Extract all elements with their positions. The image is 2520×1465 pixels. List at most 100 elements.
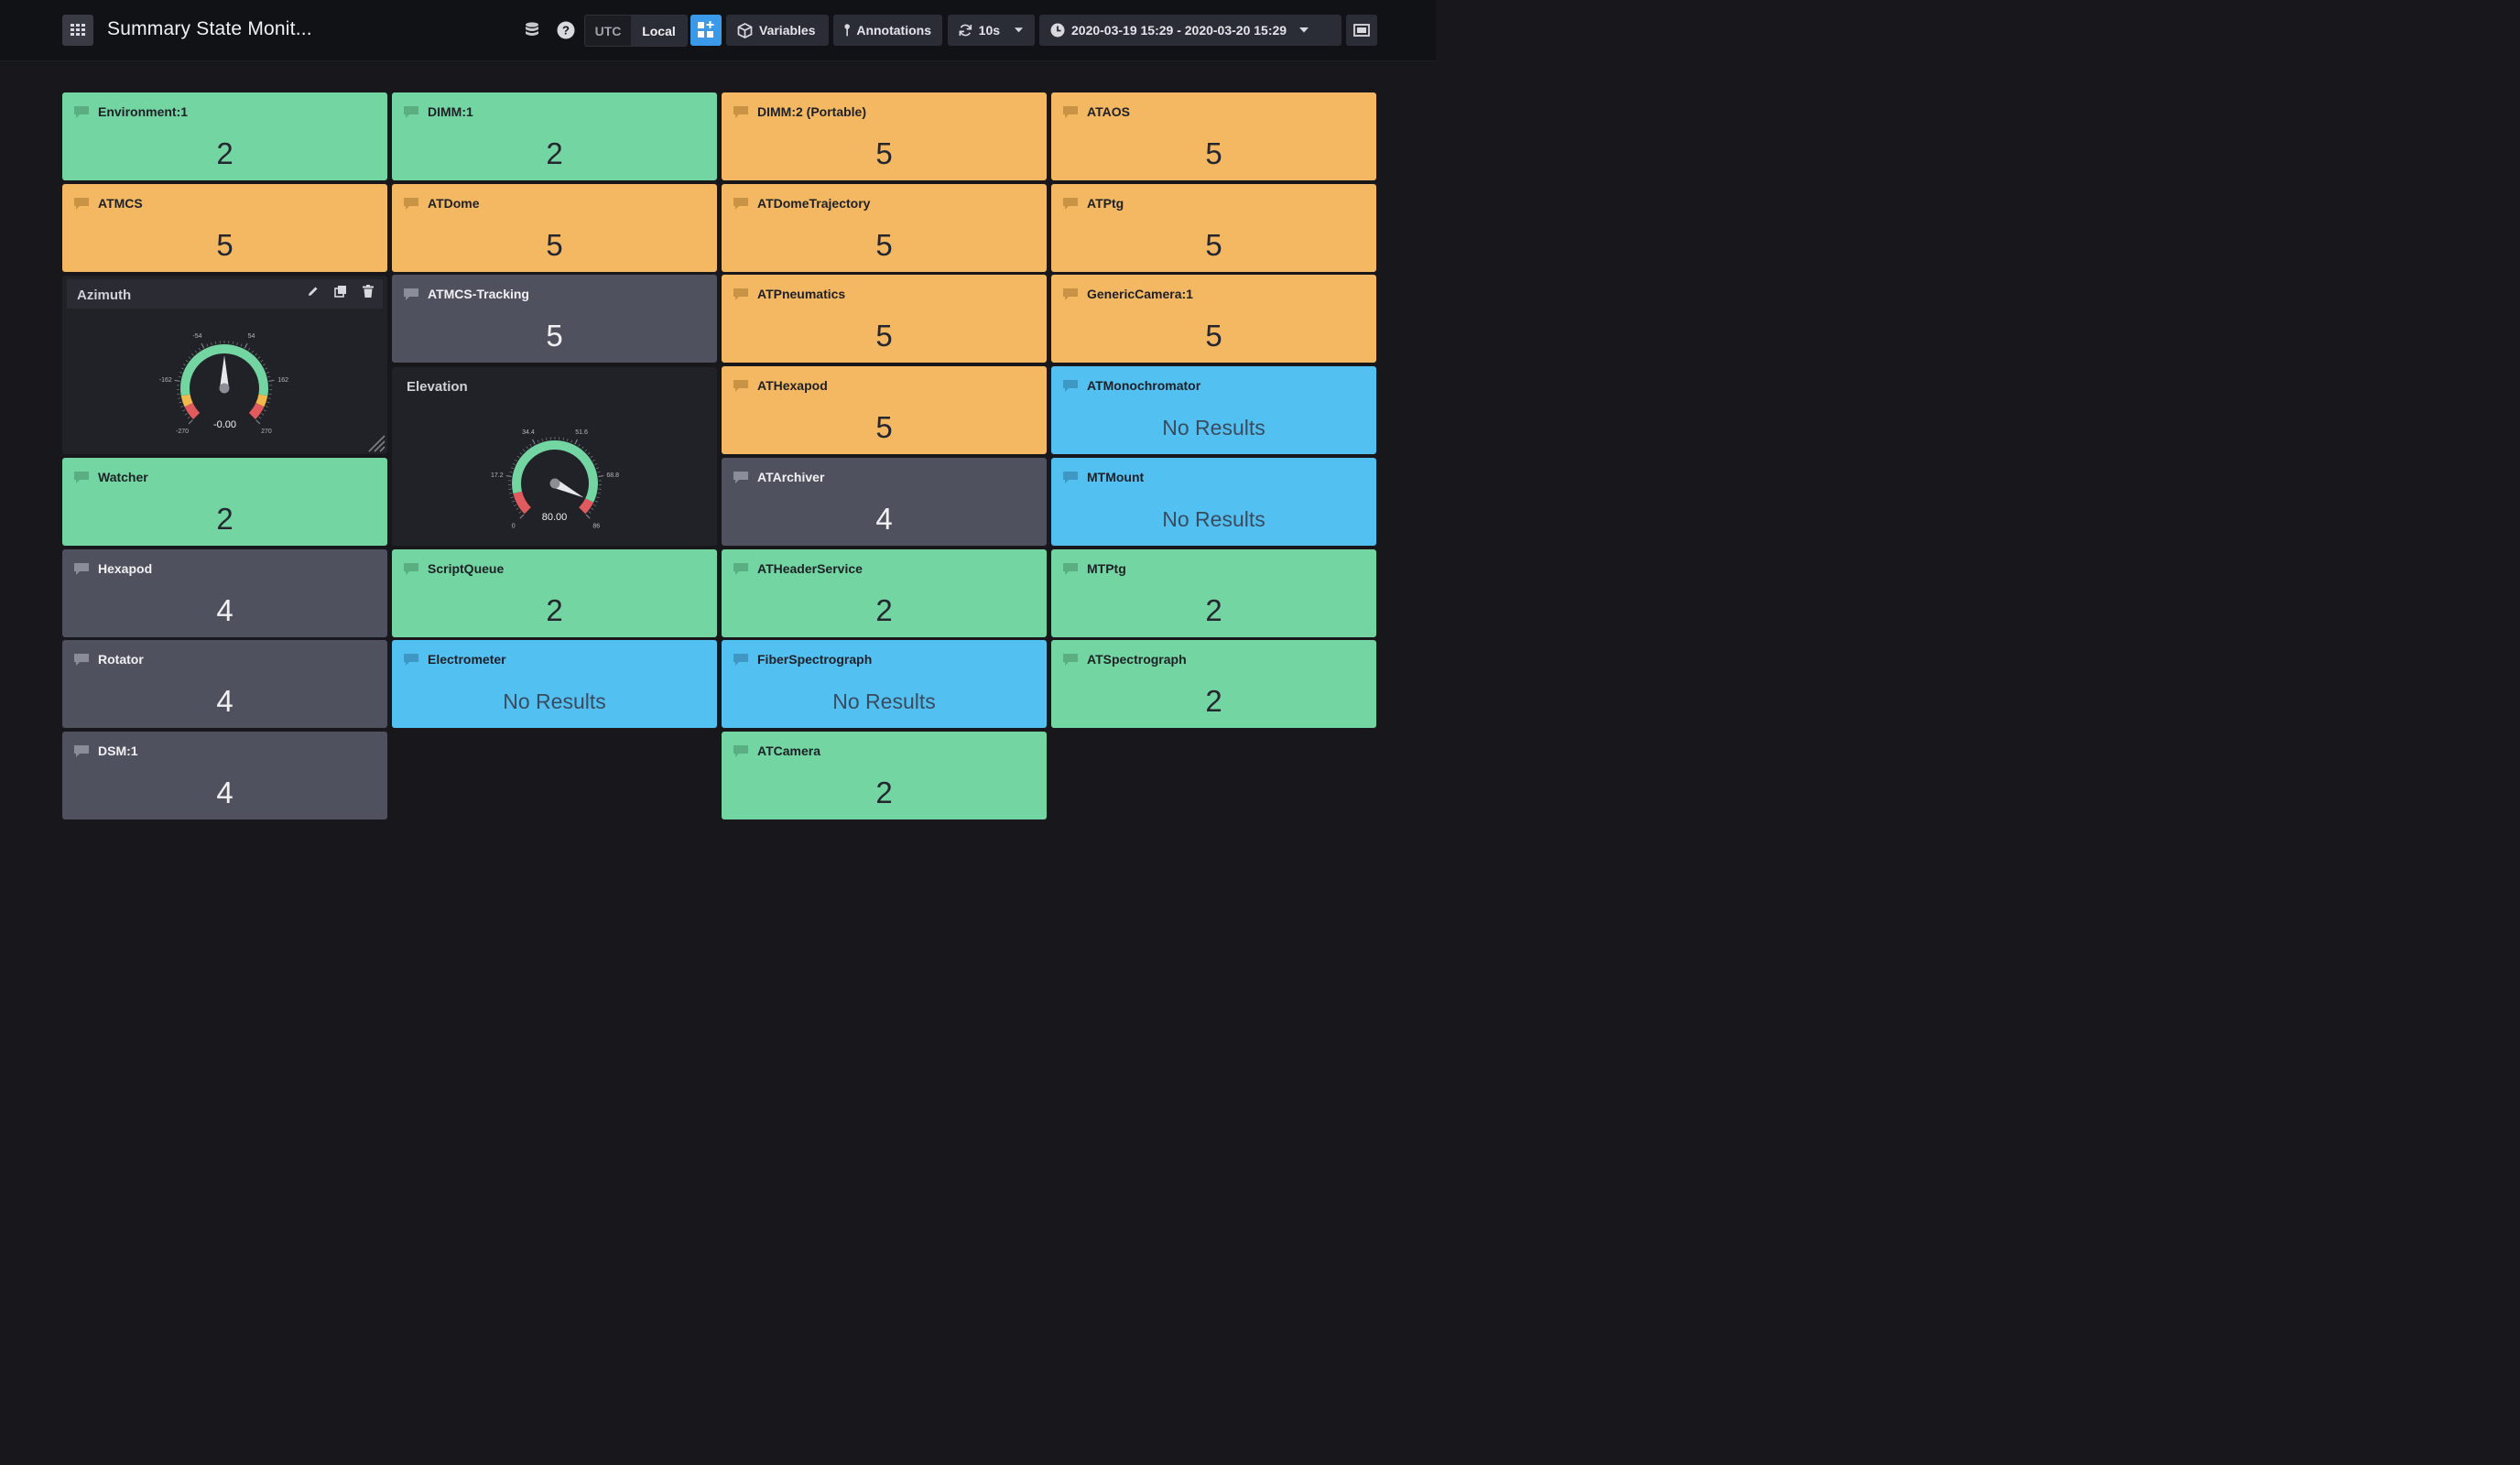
panel-info-icon[interactable] (733, 288, 748, 300)
stat-panel[interactable]: ATSpectrograph 2 (1051, 640, 1376, 728)
stat-panel[interactable]: ATHeaderService 2 (722, 549, 1047, 637)
grid-icon (71, 24, 85, 36)
gauge-tick-label: -270 (176, 429, 189, 435)
panel-title: ATDome (428, 196, 480, 211)
add-panel-button[interactable] (690, 15, 722, 46)
panel-info-icon[interactable] (733, 106, 748, 118)
panel-title: Environment:1 (98, 104, 189, 119)
local-option[interactable]: Local (631, 16, 687, 46)
gauge-tick (236, 342, 238, 346)
panel-info-icon[interactable] (733, 198, 748, 210)
panel-info-icon[interactable] (733, 380, 748, 392)
gauge-tick (267, 397, 271, 399)
dashboard-menu-button[interactable] (62, 15, 93, 46)
stat-panel[interactable]: ATCamera 2 (722, 732, 1047, 819)
gauge-tick (240, 343, 243, 347)
panel-info-icon[interactable] (1063, 198, 1078, 210)
stat-panel[interactable]: MTMount No Results (1051, 458, 1376, 546)
panel-info-icon[interactable] (733, 563, 748, 575)
edit-panel-button[interactable] (302, 281, 324, 301)
stat-panel[interactable]: Hexapod 4 (62, 549, 387, 637)
refresh-button[interactable]: 10s (948, 15, 1035, 46)
stat-panel[interactable]: MTPtg 2 (1051, 549, 1376, 637)
panel-info-icon[interactable] (404, 106, 418, 118)
panel-value: 5 (546, 228, 563, 262)
gauge-needle (552, 479, 584, 498)
panel-info-icon[interactable] (1063, 288, 1078, 300)
stat-panel[interactable]: ATDomeTrajectory 5 (722, 184, 1047, 272)
pin-icon (844, 24, 850, 37)
panel-info-icon[interactable] (1063, 654, 1078, 666)
panel-value: No Results (832, 689, 936, 713)
gauge-tick (267, 375, 271, 378)
help-button[interactable]: ? (552, 16, 580, 44)
utc-option[interactable]: UTC (594, 23, 622, 38)
panel-title: ATPtg (1087, 196, 1124, 211)
duplicate-panel-button[interactable] (330, 281, 352, 301)
stat-panel[interactable]: GenericCamera:1 5 (1051, 275, 1376, 363)
stat-panel[interactable]: ATMCS-Tracking 5 (392, 275, 717, 363)
stat-panel[interactable]: ATPneumatics 5 (722, 275, 1047, 363)
gauge-tick (570, 440, 573, 443)
stat-panel[interactable]: DIMM:2 (Portable) 5 (722, 92, 1047, 180)
variables-button[interactable]: Variables (726, 15, 829, 46)
stat-panel[interactable]: Rotator 4 (62, 640, 387, 728)
elevation-gauge: 0 17.2 34.4 51.6 68.8 86 (491, 429, 619, 529)
panel-info-icon[interactable] (74, 106, 89, 118)
panel-title: ATAOS (1087, 104, 1130, 119)
question-icon: ? (557, 21, 575, 39)
elevation-gauge-panel[interactable]: Elevation 0 17.2 34.4 51.6 68.8 86 80.00 (392, 367, 717, 546)
gauge-tick (255, 419, 261, 425)
time-range-picker[interactable]: 2020-03-19 15:29 - 2020-03-20 15:29 (1039, 15, 1341, 46)
panel-info-icon[interactable] (733, 472, 748, 483)
azimuth-gauge-panel[interactable]: Azimuth -270 -162 -54 54 162 270 -0.00 (62, 276, 387, 454)
stat-panel[interactable]: Environment:1 2 (62, 92, 387, 180)
elevation-title: Elevation (407, 379, 468, 395)
gauge-tick (590, 455, 593, 459)
stat-panel[interactable]: ATAOS 5 (1051, 92, 1376, 180)
annotations-button[interactable]: Annotations (833, 15, 942, 46)
gauge-tick (188, 419, 193, 425)
panel-info-icon[interactable] (1063, 472, 1078, 483)
svg-text:?: ? (562, 24, 570, 38)
panel-info-icon[interactable] (733, 654, 748, 666)
database-button[interactable] (518, 16, 546, 44)
panel-info-icon[interactable] (404, 654, 418, 666)
panel-info-icon[interactable] (74, 472, 89, 483)
gauge-red-band (248, 402, 265, 419)
stat-panel[interactable]: ATDome 5 (392, 184, 717, 272)
stat-panel[interactable]: Watcher 2 (62, 458, 387, 546)
panel-info-icon[interactable] (74, 563, 89, 575)
stat-panel[interactable]: ScriptQueue 2 (392, 549, 717, 637)
stat-panel[interactable]: ATHexapod 5 (722, 366, 1047, 454)
stat-panel[interactable]: DIMM:1 2 (392, 92, 717, 180)
panel-title: ATHeaderService (757, 561, 863, 576)
resize-handle-icon[interactable] (365, 432, 386, 452)
stat-panel[interactable]: DSM:1 4 (62, 732, 387, 819)
panel-info-icon[interactable] (404, 198, 418, 210)
delete-panel-button[interactable] (357, 281, 379, 301)
panel-info-icon[interactable] (404, 563, 418, 575)
panel-info-icon[interactable] (74, 198, 89, 210)
panel-info-icon[interactable] (733, 745, 748, 757)
stat-panel[interactable]: ATMCS 5 (62, 184, 387, 272)
stat-panel[interactable]: FiberSpectrograph No Results (722, 640, 1047, 728)
panel-info-icon[interactable] (1063, 563, 1078, 575)
gauge-tick (255, 353, 257, 356)
panel-info-icon[interactable] (1063, 380, 1078, 392)
panel-info-icon[interactable] (1063, 106, 1078, 118)
gauge-tick-label: 86 (592, 523, 600, 529)
stat-panel[interactable]: Electrometer No Results (392, 640, 717, 728)
panel-value: 2 (546, 593, 563, 627)
panel-info-icon[interactable] (404, 288, 418, 300)
tv-mode-button[interactable] (1346, 15, 1377, 46)
gauge-tick (518, 511, 522, 514)
panel-info-icon[interactable] (74, 745, 89, 757)
gauge-tick (594, 462, 598, 465)
panel-info-icon[interactable] (74, 654, 89, 666)
gauge-tick (587, 452, 591, 455)
stat-panel[interactable]: ATArchiver 4 (722, 458, 1047, 546)
dashboard-title[interactable]: Summary State Monit... (107, 18, 312, 39)
stat-panel[interactable]: ATMonochromator No Results (1051, 366, 1376, 454)
stat-panel[interactable]: ATPtg 5 (1051, 184, 1376, 272)
